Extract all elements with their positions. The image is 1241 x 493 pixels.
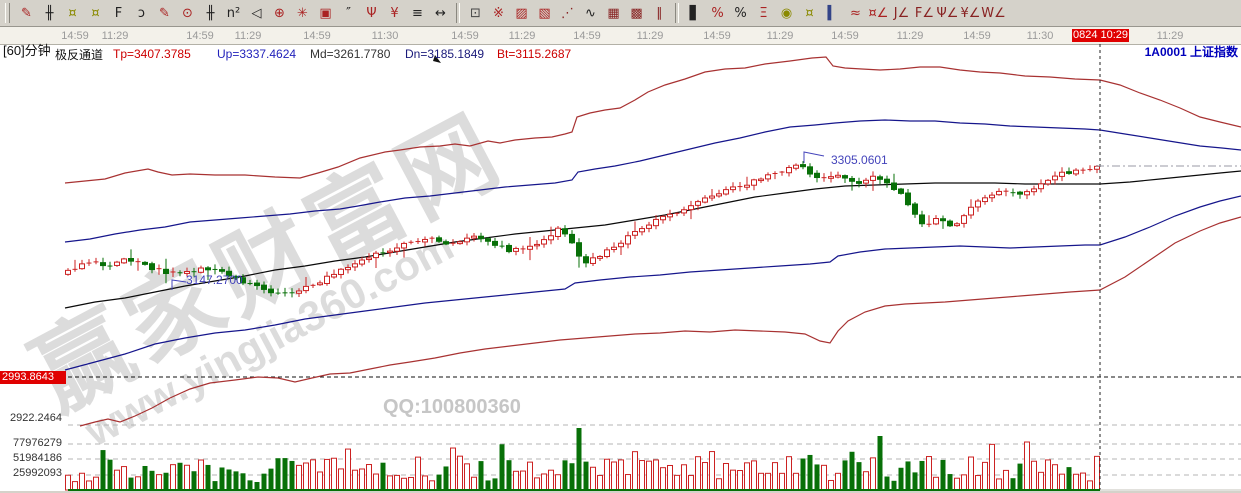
indicator-value: Tp=3407.3785 — [113, 47, 191, 61]
shen-angle-icon[interactable]: Ψ∠ — [936, 5, 959, 21]
gold-angle-icon[interactable]: ¤∠ — [868, 5, 889, 21]
time-tick-label: 14:59 — [451, 30, 479, 42]
percent-icon[interactable]: % — [734, 5, 747, 21]
time-tick-label: 11:29 — [101, 30, 129, 42]
time-tick-label: 11:29 — [766, 30, 794, 42]
n-squared-icon[interactable]: n² — [226, 5, 241, 21]
pencil-ruler-icon[interactable]: ✎ — [159, 5, 170, 21]
ying-ruler-icon[interactable]: ¥ — [390, 5, 399, 21]
time-axis: 14:59 11:29 14:59 11:29 14:59 11:30 14:59 11:29… — [0, 27, 1241, 45]
time-tick-label: 11:29 — [636, 30, 664, 42]
time-tick-label: 14:59 — [703, 30, 731, 42]
star-icon[interactable]: ✳ — [297, 5, 308, 21]
tally-grid-icon[interactable]: ╫ — [45, 5, 54, 21]
hatch-box-tool-icon[interactable]: ▨ — [515, 5, 528, 21]
ratio-line-icon[interactable]: Ξ — [759, 5, 768, 21]
gold-indicator-2-icon[interactable]: ¤ — [91, 5, 100, 21]
indicator-value: Bt=3115.2687 — [497, 47, 572, 61]
window-bottom-edge — [0, 491, 1241, 493]
gold-line-icon[interactable]: ¤ — [805, 5, 814, 21]
stats-bars-icon[interactable]: ▋ — [689, 5, 700, 21]
axis-label: 77976279 — [13, 437, 62, 449]
rays-tool-icon[interactable]: ※ — [493, 5, 504, 21]
hook-indicator-icon[interactable]: ɔ — [137, 5, 146, 21]
time-tick-label: 11:29 — [896, 30, 924, 42]
indicator-value: Md=3261.7780 — [310, 47, 391, 61]
percent-red-icon[interactable]: % — [711, 5, 724, 21]
ying-angle-icon[interactable]: ¥∠ — [960, 5, 981, 21]
toolbar-separator — [675, 3, 679, 23]
period-label: [60]分钟 — [3, 43, 51, 58]
gold-coin-icon[interactable]: ◉ — [780, 5, 793, 21]
wave-channel-icon[interactable]: ≈ — [850, 5, 861, 21]
angle-ruler-icon[interactable]: ◁ — [251, 5, 262, 21]
j-angle-icon[interactable]: J∠ — [893, 5, 910, 21]
time-tick-label: 11:29 — [234, 30, 262, 42]
toolbar-separator — [456, 3, 460, 23]
time-tick-label: 14:59 — [831, 30, 859, 42]
time-tick-label: 14:59 — [61, 30, 89, 42]
price-annotation-high: 3305.0601 — [831, 153, 888, 167]
axis-label: 2922.2464 — [10, 412, 62, 424]
time-tick-label: 14:59 — [303, 30, 331, 42]
gold-indicator-1-icon[interactable]: ¤ — [68, 5, 77, 21]
level-price-badge: 2993.8643 — [0, 371, 66, 384]
tally-icon[interactable]: ╫ — [206, 5, 215, 21]
zigzag-tool-icon[interactable]: ∿ — [585, 5, 596, 21]
mouse-cursor — [433, 55, 441, 63]
target-icon[interactable]: ⊕ — [274, 5, 285, 21]
toolbar-drag-handle[interactable] — [5, 3, 10, 23]
f-indicator-icon[interactable]: F — [114, 5, 123, 21]
indicator-name[interactable]: 极反通道 — [55, 48, 104, 62]
span-arrows-icon[interactable]: ↔ — [435, 5, 446, 21]
brush-icon[interactable]: ✎ — [21, 5, 32, 21]
trend-lines-tool-icon[interactable]: ⋰ — [561, 5, 574, 21]
time-tick-label: 14:59 — [573, 30, 601, 42]
ditto-icon[interactable]: ″ — [346, 5, 351, 21]
frame-tool-icon[interactable]: ⊡ — [470, 5, 481, 21]
si-angle-icon[interactable]: W∠ — [981, 5, 1006, 21]
f-angle-icon[interactable]: F∠ — [914, 5, 935, 21]
grid-arrow-tool-icon[interactable]: ▩ — [630, 5, 643, 21]
time-tick-label: 14:59 — [186, 30, 214, 42]
price-annotation-low: 3147.2700 — [186, 273, 243, 287]
axis-label: 51984186 — [13, 452, 62, 464]
time-tick-label: 11:30 — [1026, 30, 1054, 42]
indicator-value: Up=3337.4624 — [217, 47, 297, 61]
cursor-time-badge: 0824 10:29 — [1072, 29, 1129, 42]
parallel-lines-tool-icon[interactable]: ∥ — [656, 5, 663, 21]
time-tick-label: 11:30 — [371, 30, 399, 42]
watermark-qq: QQ:100800360 — [383, 396, 521, 418]
axis-label: 25992093 — [13, 467, 62, 479]
time-tick-label: 11:29 — [508, 30, 536, 42]
boxed-target-icon[interactable]: ▣ — [319, 5, 332, 21]
symbol-title: 1A0001 上证指数 — [1144, 45, 1238, 59]
dial-icon[interactable]: ⊙ — [182, 5, 193, 21]
indicator-value: Dn=3185.1849 — [405, 47, 485, 61]
time-tick-label: 11:29 — [1156, 30, 1184, 42]
time-tick-label: 14:59 — [963, 30, 991, 42]
shen-ruler-icon[interactable]: Ψ — [366, 5, 377, 21]
ruler-123-icon[interactable]: ≡ — [412, 5, 423, 21]
hatch-box-arrow-tool-icon[interactable]: ▧ — [538, 5, 551, 21]
grid-tool-icon[interactable]: ▦ — [607, 5, 620, 21]
ink-marker-icon[interactable]: ▍ — [827, 5, 838, 21]
